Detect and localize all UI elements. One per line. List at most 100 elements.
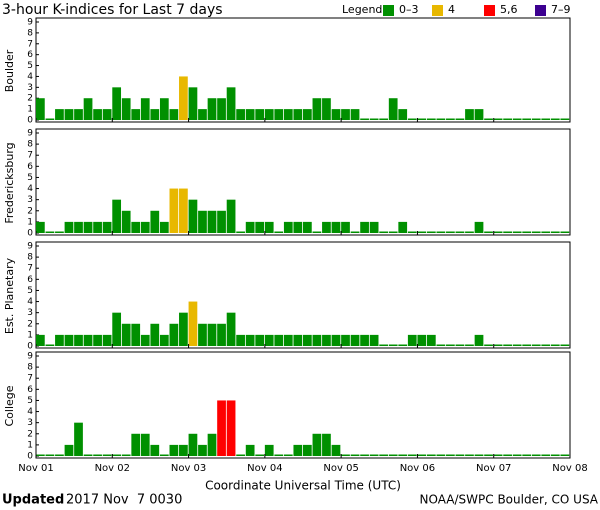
bar	[484, 344, 493, 346]
bar	[226, 199, 236, 233]
panel-frame	[35, 128, 571, 236]
bar	[541, 344, 551, 346]
bar	[159, 454, 169, 456]
footer-source: NOAA/SWPC Boulder, CO USA	[420, 493, 599, 507]
bar	[360, 118, 369, 120]
bar	[245, 444, 255, 456]
y-tick-label: 5	[27, 396, 33, 406]
bar	[493, 344, 503, 346]
y-tick-label: 3	[27, 83, 33, 93]
bar	[493, 118, 503, 120]
bar	[484, 454, 493, 456]
y-tick-label: 2	[27, 206, 33, 216]
bar	[360, 454, 369, 456]
bar	[112, 199, 122, 233]
bar	[283, 221, 293, 233]
bar	[198, 323, 207, 346]
bar	[131, 109, 141, 120]
x-tick-label: Nov 08	[552, 463, 587, 474]
y-tick-label: 0	[27, 229, 33, 239]
bar	[179, 444, 188, 456]
bar	[531, 344, 541, 346]
x-tick-label: Nov 04	[247, 463, 282, 474]
bar	[64, 109, 74, 120]
bar	[379, 118, 389, 120]
bar	[331, 109, 341, 120]
bar	[512, 118, 522, 120]
bar	[36, 454, 45, 456]
bar	[503, 344, 512, 346]
bar	[159, 221, 169, 233]
bar	[341, 454, 350, 456]
y-tick-label: 7	[27, 264, 33, 274]
bar	[503, 118, 512, 120]
bar	[74, 422, 83, 456]
bar	[93, 334, 102, 346]
bar	[322, 334, 331, 346]
bar	[522, 454, 532, 456]
bar	[150, 323, 160, 346]
y-tick-label: 4	[27, 72, 33, 82]
bar	[560, 454, 570, 456]
y-tick-label: 2	[27, 429, 33, 439]
bar	[541, 118, 551, 120]
bar	[350, 109, 360, 120]
bar	[512, 231, 522, 233]
bar	[465, 231, 474, 233]
bar	[303, 109, 312, 120]
y-tick-label: 1	[27, 440, 33, 450]
bar	[388, 454, 398, 456]
y-tick-label: 9	[27, 18, 33, 28]
bar	[550, 344, 560, 346]
bar	[217, 400, 226, 456]
y-tick-label: 6	[27, 385, 33, 395]
bar	[550, 454, 560, 456]
bar	[303, 334, 312, 346]
bar	[64, 221, 74, 233]
bar	[169, 323, 179, 346]
bar	[274, 109, 284, 120]
bar	[274, 334, 284, 346]
y-axis-label: Est. Planetary	[3, 257, 16, 334]
bar	[64, 334, 74, 346]
y-tick-label: 6	[27, 162, 33, 172]
y-tick-label: 4	[27, 297, 33, 307]
bar	[303, 444, 312, 456]
bar	[531, 231, 541, 233]
x-tick-label: Nov 05	[323, 463, 358, 474]
legend-label: 0–3	[399, 3, 419, 16]
y-tick-label: 8	[27, 253, 33, 263]
bar	[36, 98, 45, 120]
bar	[493, 231, 503, 233]
bar	[226, 400, 236, 456]
bar	[236, 109, 245, 120]
bar	[150, 210, 160, 233]
bar	[369, 334, 379, 346]
bar	[331, 444, 341, 456]
bar	[159, 98, 169, 120]
bar	[255, 221, 265, 233]
bar	[283, 109, 293, 120]
y-tick-label: 8	[27, 28, 33, 38]
bar	[64, 444, 74, 456]
bar	[112, 312, 122, 346]
bar	[560, 344, 570, 346]
y-tick-label: 4	[27, 184, 33, 194]
bar	[102, 454, 112, 456]
bar	[531, 118, 541, 120]
panel-frame	[35, 17, 571, 123]
bar	[179, 188, 188, 233]
bar	[188, 433, 198, 456]
bar	[93, 109, 102, 120]
bar	[236, 334, 245, 346]
bar	[388, 344, 398, 346]
bar	[207, 433, 217, 456]
y-axis-label: College	[3, 385, 16, 426]
bar	[407, 231, 417, 233]
bar	[474, 454, 484, 456]
bar	[522, 231, 532, 233]
bar	[226, 312, 236, 346]
bar	[236, 231, 245, 233]
bar	[503, 454, 512, 456]
